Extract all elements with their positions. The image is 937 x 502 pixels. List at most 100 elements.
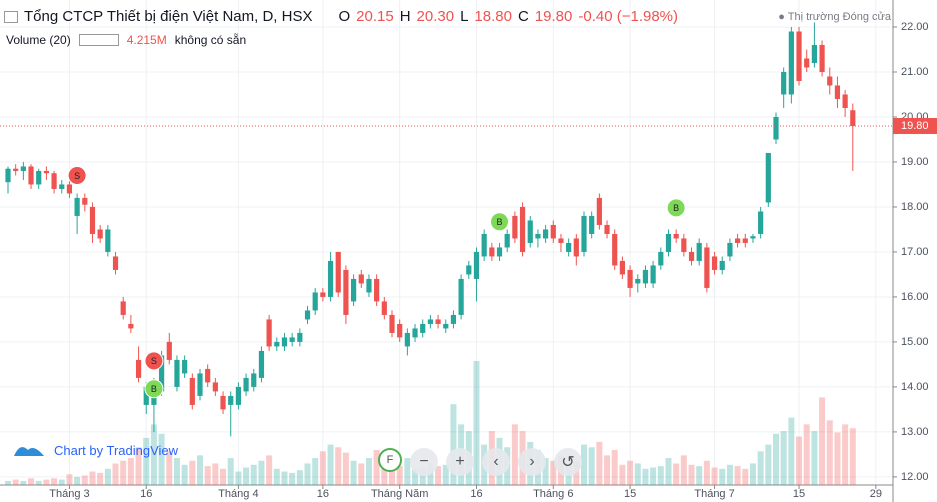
x-tick-label: Tháng 3: [49, 488, 89, 500]
candle-body: [719, 260, 725, 270]
volume-bar: [35, 480, 42, 485]
volume-bar: [319, 451, 326, 485]
volume-bar: [266, 455, 273, 485]
x-tick-label: Tháng Năm: [371, 488, 428, 500]
volume-bar: [43, 479, 50, 485]
candle-body: [512, 215, 518, 239]
volume-bar: [650, 467, 657, 485]
volume-bar: [634, 463, 641, 485]
candle-body: [819, 44, 825, 72]
volume-bar: [204, 466, 211, 485]
candle-body: [665, 233, 672, 252]
candle-body: [82, 197, 88, 205]
volume-bar: [258, 460, 265, 485]
candle-body: [304, 310, 311, 320]
candle-body: [427, 319, 433, 324]
candle-body: [727, 242, 733, 257]
legend-header: Tổng CTCP Thiết bị điện Việt Nam, D, HSX…: [4, 8, 678, 25]
candle-body: [166, 341, 172, 360]
volume-bar: [611, 449, 618, 485]
candle-body: [796, 31, 802, 81]
volume-bar: [696, 466, 703, 485]
signal-marker: [144, 351, 164, 371]
volume-controls[interactable]: [78, 34, 119, 46]
open-label: O: [338, 8, 351, 25]
candle-body: [658, 251, 664, 266]
candle-body: [358, 274, 364, 284]
signal-label: B: [151, 384, 157, 394]
candle-body: [496, 247, 503, 257]
x-tick-label: 16: [140, 488, 152, 500]
candle-body: [258, 350, 265, 378]
candle-body: [788, 31, 794, 95]
volume-bar: [726, 464, 733, 485]
candle-body: [128, 323, 134, 329]
toolbar-button[interactable]: −: [410, 448, 438, 476]
tradingview-logo[interactable]: Chart by TradingView: [12, 440, 178, 460]
x-tick-label: Tháng 6: [533, 488, 573, 500]
volume-bar: [419, 467, 426, 485]
volume-bar: [74, 476, 81, 485]
candle-body: [781, 71, 787, 95]
volume-bar: [350, 460, 357, 485]
volume-bar: [289, 472, 296, 485]
volume-bar: [5, 480, 11, 485]
candle-body: [135, 359, 142, 378]
x-tick-label: 29: [870, 488, 882, 500]
candle-body: [773, 116, 779, 140]
candle-body: [105, 229, 111, 252]
volume-bar: [657, 466, 664, 485]
toolbar: F − + ‹ › ↺: [378, 448, 582, 476]
volume-bar: [450, 404, 457, 485]
volume-bar: [81, 475, 88, 485]
volume-bar: [227, 458, 234, 485]
market-status: ● Thị trường Đóng cửa: [778, 11, 891, 23]
candle-body: [758, 211, 764, 234]
volume-bar: [212, 463, 219, 485]
volume-bar: [596, 441, 603, 485]
volume-bar: [220, 468, 227, 485]
volume-bar: [719, 468, 726, 485]
volume-bar: [189, 460, 196, 485]
candle-body: [750, 236, 756, 239]
candle-body: [581, 215, 587, 252]
candle-body: [481, 233, 487, 257]
last-price-tag: [893, 117, 937, 134]
candle-body: [266, 319, 272, 347]
collapse-icon[interactable]: [4, 10, 18, 23]
logo-text: Chart by TradingView: [54, 442, 179, 458]
volume-bar: [550, 460, 557, 485]
candle-body: [604, 224, 610, 234]
toolbar-button[interactable]: +: [446, 448, 474, 476]
toolbar-button[interactable]: ›: [518, 448, 546, 476]
candle-body: [289, 337, 295, 342]
volume-bar: [404, 458, 411, 485]
candle-body: [274, 341, 280, 347]
toolbar-button[interactable]: ‹: [482, 448, 510, 476]
volume-bar: [342, 452, 349, 485]
candle-body: [842, 94, 848, 108]
candle-body: [327, 260, 334, 297]
candle-body: [43, 170, 49, 174]
candle-body: [351, 278, 357, 302]
candle-body: [5, 168, 11, 183]
y-tick-label: 15.00: [901, 336, 929, 348]
toolbar-button[interactable]: ↺: [554, 448, 582, 476]
volume-bar: [135, 447, 142, 485]
volume-bar: [842, 424, 849, 485]
candle-body: [112, 256, 119, 270]
toolbar-button[interactable]: F: [378, 448, 402, 472]
volume-title: Volume (20): [6, 33, 71, 47]
candle-body: [59, 184, 65, 189]
candle-body: [320, 292, 326, 297]
low-label: L: [460, 8, 469, 25]
candle-body: [374, 278, 380, 302]
volume-bar: [619, 464, 626, 485]
volume-bar: [604, 455, 611, 485]
volume-bar: [688, 464, 695, 485]
y-tick-label: 18.00: [901, 201, 929, 213]
candle-body: [558, 238, 564, 243]
candle-body: [297, 332, 303, 342]
volume-bar: [703, 460, 710, 485]
